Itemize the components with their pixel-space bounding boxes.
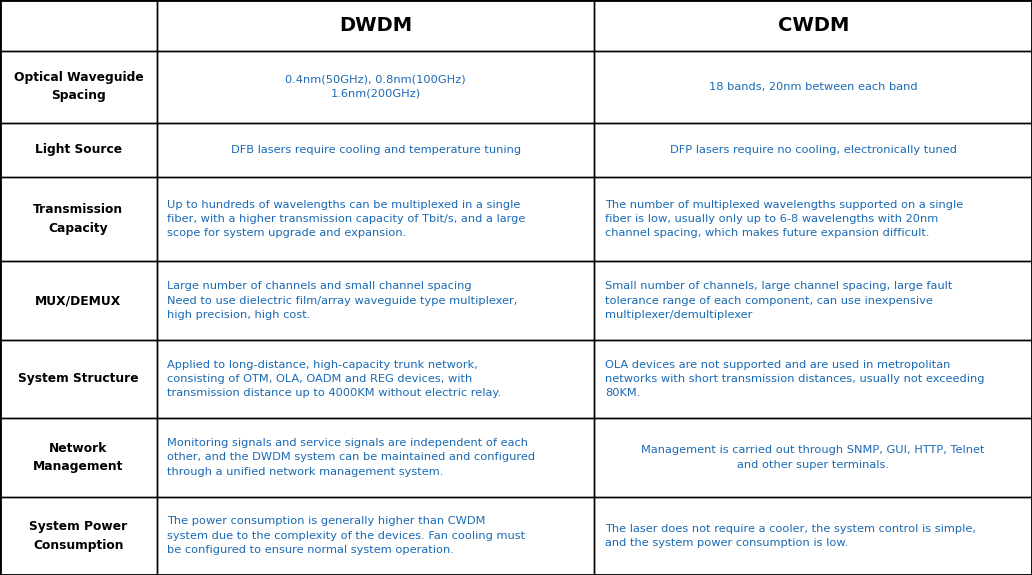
- Bar: [594, 177, 1032, 262]
- Bar: [0, 340, 157, 418]
- Bar: [157, 0, 594, 51]
- Text: 18 bands, 20nm between each band: 18 bands, 20nm between each band: [709, 82, 917, 92]
- Bar: [157, 497, 594, 575]
- Text: Large number of channels and small channel spacing
Need to use dielectric film/a: Large number of channels and small chann…: [167, 281, 518, 320]
- Text: DFP lasers require no cooling, electronically tuned: DFP lasers require no cooling, electroni…: [670, 145, 957, 155]
- Text: Applied to long-distance, high-capacity trunk network,
consisting of OTM, OLA, O: Applied to long-distance, high-capacity …: [167, 359, 502, 398]
- Text: Light Source: Light Source: [35, 143, 122, 156]
- Text: Network
Management: Network Management: [33, 442, 124, 473]
- Bar: [594, 497, 1032, 575]
- Bar: [0, 177, 157, 262]
- Bar: [0, 123, 157, 177]
- Text: OLA devices are not supported and are used in metropolitan
networks with short t: OLA devices are not supported and are us…: [605, 359, 985, 398]
- Bar: [157, 340, 594, 418]
- Bar: [157, 262, 594, 340]
- Bar: [594, 51, 1032, 123]
- Bar: [0, 51, 157, 123]
- Bar: [594, 123, 1032, 177]
- Bar: [594, 262, 1032, 340]
- Text: The laser does not require a cooler, the system control is simple,
and the syste: The laser does not require a cooler, the…: [605, 524, 975, 548]
- Bar: [157, 418, 594, 497]
- Bar: [157, 51, 594, 123]
- Bar: [0, 497, 157, 575]
- Text: CWDM: CWDM: [777, 16, 849, 35]
- Bar: [594, 0, 1032, 51]
- Text: Monitoring signals and service signals are independent of each
other, and the DW: Monitoring signals and service signals a…: [167, 438, 536, 477]
- Bar: [157, 123, 594, 177]
- Text: DFB lasers require cooling and temperature tuning: DFB lasers require cooling and temperatu…: [230, 145, 521, 155]
- Bar: [157, 177, 594, 262]
- Text: MUX/DEMUX: MUX/DEMUX: [35, 294, 122, 307]
- Text: 0.4nm(50GHz), 0.8nm(100GHz)
1.6nm(200GHz): 0.4nm(50GHz), 0.8nm(100GHz) 1.6nm(200GHz…: [285, 75, 466, 99]
- Bar: [0, 418, 157, 497]
- Text: Small number of channels, large channel spacing, large fault
tolerance range of : Small number of channels, large channel …: [605, 281, 953, 320]
- Text: System Power
Consumption: System Power Consumption: [29, 520, 128, 551]
- Text: Up to hundreds of wavelengths can be multiplexed in a single
fiber, with a highe: Up to hundreds of wavelengths can be mul…: [167, 200, 525, 239]
- Text: Transmission
Capacity: Transmission Capacity: [33, 204, 124, 235]
- Bar: [0, 0, 157, 51]
- Text: DWDM: DWDM: [340, 16, 412, 35]
- Text: The power consumption is generally higher than CWDM
system due to the complexity: The power consumption is generally highe…: [167, 516, 525, 555]
- Text: Management is carried out through SNMP, GUI, HTTP, Telnet
and other super termin: Management is carried out through SNMP, …: [642, 445, 985, 470]
- Bar: [594, 418, 1032, 497]
- Text: Optical Waveguide
Spacing: Optical Waveguide Spacing: [13, 71, 143, 102]
- Text: The number of multiplexed wavelengths supported on a single
fiber is low, usuall: The number of multiplexed wavelengths su…: [605, 200, 963, 239]
- Bar: [0, 262, 157, 340]
- Text: System Structure: System Structure: [19, 373, 138, 385]
- Bar: [594, 340, 1032, 418]
